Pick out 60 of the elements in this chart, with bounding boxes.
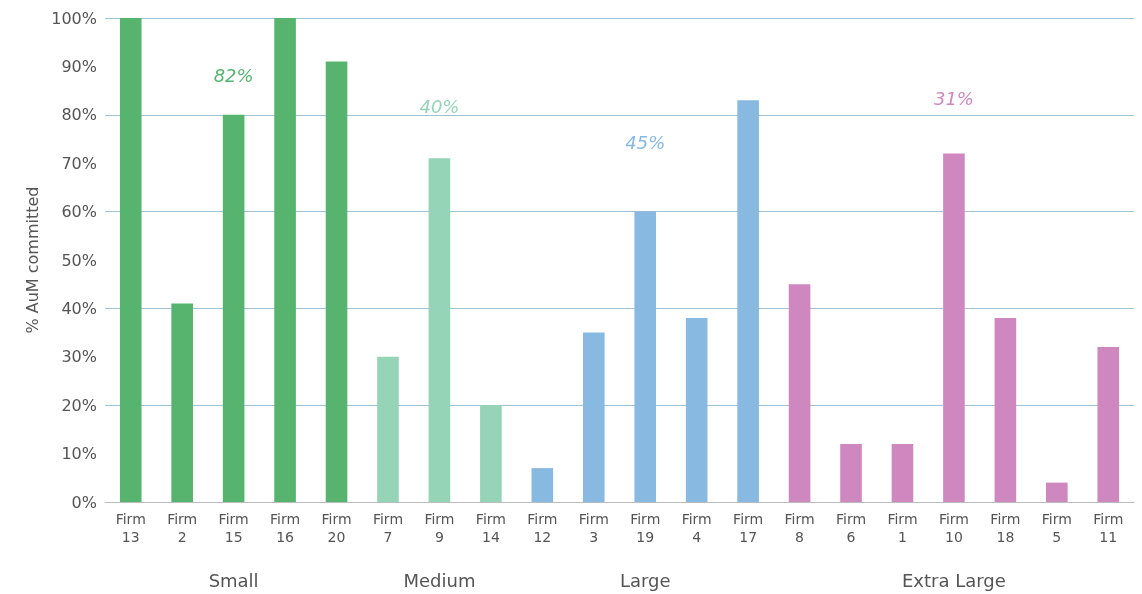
x-tick-label: Firm 7 <box>372 511 404 545</box>
bar <box>943 153 965 502</box>
bar <box>171 303 193 502</box>
x-tick-label: Firm 5 <box>1041 511 1072 545</box>
x-tick-label: Firm 18 <box>990 511 1021 545</box>
x-tick-label: Firm 13 <box>115 511 146 545</box>
x-tick-label: Firm 14 <box>475 511 506 545</box>
annotation: 40% <box>419 95 460 117</box>
text: Small <box>208 569 259 591</box>
bar <box>428 158 451 502</box>
y-tick-label: 70% <box>61 153 97 173</box>
x-tick-label: Firm 12 <box>527 511 558 545</box>
y-tick-label: 50% <box>61 250 97 270</box>
bar <box>891 443 914 502</box>
bar <box>222 114 245 502</box>
annotation: 82% <box>213 64 254 86</box>
y-tick-label: 10% <box>61 444 97 464</box>
y-tick-label: 90% <box>61 56 97 76</box>
annotation: 31% <box>933 87 974 109</box>
x-tick-label: Firm 3 <box>578 511 609 545</box>
x-tick-label: Firm 11 <box>1093 511 1124 545</box>
y-tick-label: 40% <box>61 298 97 318</box>
y-tick-label: 80% <box>61 105 97 125</box>
x-tick-label: Firm 4 <box>681 511 712 545</box>
x-tick-label: Firm 20 <box>321 511 352 545</box>
bar <box>840 443 862 502</box>
x-tick-label: Firm 6 <box>835 511 867 545</box>
x-tick-label: Firm 9 <box>424 511 455 545</box>
text: Medium <box>403 569 476 591</box>
bar <box>1097 347 1120 502</box>
bar <box>737 100 759 502</box>
y-tick-label: 100% <box>51 8 97 28</box>
y-axis-title: % AuM committed <box>22 186 42 334</box>
annotation: 45% <box>625 131 666 153</box>
bar <box>1046 482 1068 502</box>
bar <box>685 318 708 502</box>
x-tick-label: Firm 10 <box>938 511 969 545</box>
bar <box>119 18 142 502</box>
bar <box>634 211 657 502</box>
bar <box>325 61 348 502</box>
x-tick-label: Firm 16 <box>270 511 301 545</box>
bar <box>274 18 296 502</box>
x-tick-label: Firm 2 <box>167 511 198 545</box>
x-tick-label: Firm 8 <box>784 511 815 545</box>
bar <box>582 332 605 502</box>
y-tick-label: 30% <box>61 347 97 367</box>
y-tick-label: 20% <box>61 395 97 415</box>
bar <box>994 318 1017 502</box>
x-tick-label: Firm 17 <box>733 511 764 545</box>
text: Large <box>619 569 671 591</box>
text: Extra Large <box>901 569 1006 591</box>
bar <box>480 405 502 502</box>
y-tick-label: 0% <box>71 492 97 512</box>
bar <box>788 284 811 502</box>
bar <box>377 356 399 502</box>
x-tick-label: Firm 19 <box>630 511 661 545</box>
y-tick-label: 60% <box>61 202 97 222</box>
bar <box>531 468 554 502</box>
x-tick-label: Firm 15 <box>218 511 249 545</box>
x-tick-label: Firm 1 <box>887 511 918 545</box>
